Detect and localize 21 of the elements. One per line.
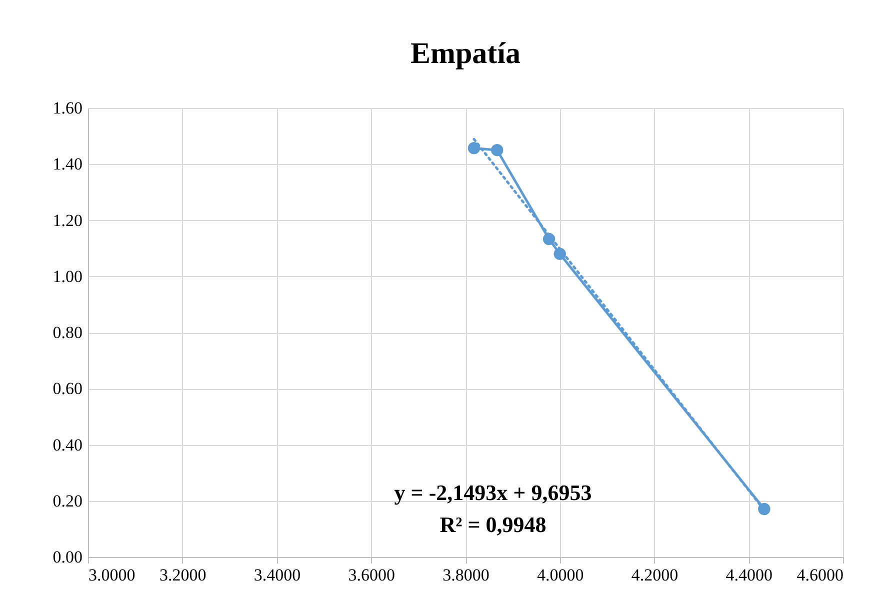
x-tick-label: 4.4000 [726,566,772,584]
x-tick-label: 4.2000 [631,566,678,584]
x-tick-label: 3.4000 [254,566,301,584]
x-tick-label: 3.6000 [348,566,395,584]
y-tick-label: 0.60 [52,379,82,398]
x-tick-label: 3.0000 [88,566,136,584]
x-tick-label: 4.0000 [537,566,584,584]
y-tick-label: 0.00 [52,548,82,566]
x-tick-label: 3.8000 [442,566,490,584]
annotation: R² = 0,9948 [440,512,546,537]
chart-title: Empatía [410,37,521,70]
y-tick-label: 1.40 [52,154,82,174]
y-tick-label: 0.40 [52,435,82,454]
y-tick-label: 0.20 [52,491,82,510]
annotation: y = -2,1493x + 9,6953 [394,480,592,505]
y-tick-label: 1.60 [52,98,82,118]
x-tick-label: 4.6000 [796,566,844,584]
x-tick-label: 3.2000 [160,566,206,584]
y-tick-label: 0.80 [52,323,82,342]
y-tick-label: 1.20 [52,210,82,230]
y-tick-label: 1.00 [52,266,82,286]
